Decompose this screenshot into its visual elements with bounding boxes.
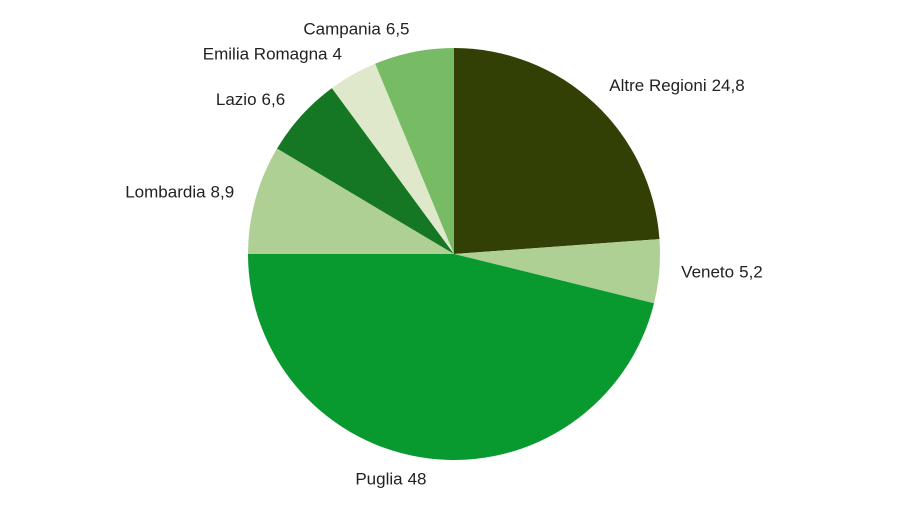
category-label: Lombardia xyxy=(125,183,206,202)
value-label: 6,6 xyxy=(262,90,286,109)
pie-slice xyxy=(454,48,660,254)
slice-label: Lazio 6,6 xyxy=(216,90,285,109)
slice-label: Emilia Romagna 4 xyxy=(203,45,342,64)
pie-slice xyxy=(375,48,454,254)
value-label: 6,5 xyxy=(386,20,410,39)
slice-label: Campania 6,5 xyxy=(303,20,409,39)
value-label: 48 xyxy=(408,470,427,489)
category-label: Campania xyxy=(303,20,381,39)
category-label: Altre Regioni xyxy=(609,77,706,96)
pie-slice xyxy=(331,63,454,254)
value-label: 4 xyxy=(333,45,342,64)
slice-label: Veneto 5,2 xyxy=(681,263,763,282)
category-label: Emilia Romagna xyxy=(203,45,328,64)
pie-slice xyxy=(248,148,454,254)
slice-label: Puglia 48 xyxy=(355,470,426,489)
slice-label: Altre Regioni 24,8 xyxy=(609,77,744,96)
category-label: Lazio xyxy=(216,90,257,109)
pie-slice xyxy=(248,254,655,461)
slice-label: Lombardia 8,9 xyxy=(125,183,234,202)
category-label: Veneto xyxy=(681,263,734,282)
value-label: 8,9 xyxy=(211,183,235,202)
pie-slice xyxy=(277,88,454,255)
pie-slice xyxy=(454,239,660,304)
value-label: 24,8 xyxy=(712,77,745,96)
category-label: Puglia xyxy=(355,470,403,489)
value-label: 5,2 xyxy=(739,263,763,282)
